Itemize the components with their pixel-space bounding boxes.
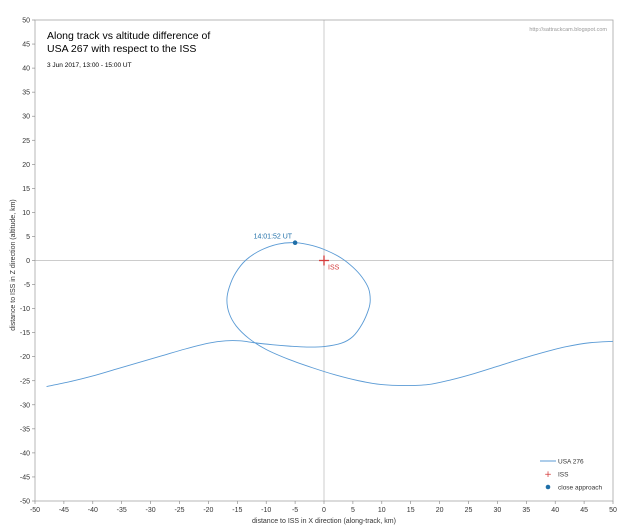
x-tick-label: -45 xyxy=(59,507,69,514)
x-tick-label: 0 xyxy=(322,507,326,514)
x-tick-label: 35 xyxy=(522,507,530,514)
iss-label: ISS xyxy=(328,265,340,272)
y-tick-label: -50 xyxy=(20,499,30,506)
y-tick-label: -10 xyxy=(20,306,30,313)
y-tick-label: -5 xyxy=(24,282,30,289)
chart-title-line-1: Along track vs altitude difference of xyxy=(47,30,210,42)
chart-title-line-2: USA 267 with respect to the ISS xyxy=(47,43,196,55)
x-tick-label: 10 xyxy=(378,507,386,514)
track-line-usa-276 xyxy=(46,242,614,387)
legend-marker-iss: + xyxy=(544,470,552,480)
x-tick-label: -35 xyxy=(117,507,127,514)
x-tick-label: 25 xyxy=(465,507,473,514)
legend-label-approach: close approach xyxy=(558,485,602,492)
x-tick-label: 20 xyxy=(436,507,444,514)
x-tick-label: -25 xyxy=(174,507,184,514)
legend-label-track: USA 276 xyxy=(558,459,584,466)
x-tick-label: -40 xyxy=(88,507,98,514)
close-approach-point xyxy=(292,240,298,246)
y-tick-label: 35 xyxy=(22,90,30,97)
y-tick-label: 10 xyxy=(22,210,30,217)
x-tick-label: 50 xyxy=(609,507,617,514)
x-tick-label: 40 xyxy=(551,507,559,514)
y-tick-label: -30 xyxy=(20,402,30,409)
y-tick-label: 15 xyxy=(22,186,30,193)
y-tick-label: -40 xyxy=(20,450,30,457)
legend-marker-approach xyxy=(545,484,551,490)
y-tick-label: -15 xyxy=(20,330,30,337)
x-axis-label: distance to ISS in X direction (along-tr… xyxy=(252,518,396,525)
chart-subtitle: 3 Jun 2017, 13:00 - 15:00 UT xyxy=(47,62,132,69)
legend-label-iss: ISS xyxy=(558,472,569,479)
x-tick-label: -20 xyxy=(203,507,213,514)
y-tick-label: -35 xyxy=(20,426,30,433)
y-tick-label: 0 xyxy=(26,258,30,265)
legend: USA 276 + ISS close approach xyxy=(540,459,602,492)
chart-title: Along track vs altitude difference of US… xyxy=(47,30,210,55)
credit-text: http://sattrackcam.blogspot.com xyxy=(529,27,607,33)
y-tick-label: 40 xyxy=(22,66,30,73)
x-tick-label: -15 xyxy=(232,507,242,514)
y-tick-label: -25 xyxy=(20,378,30,385)
y-axis-label: distance to ISS in Z direction (altitude… xyxy=(10,199,17,331)
y-tick-label: -45 xyxy=(20,474,30,481)
x-tick-label: -5 xyxy=(292,507,298,514)
y-tick-label: 20 xyxy=(22,162,30,169)
chart-marks: ISS 14:01:52 UT xyxy=(35,20,614,501)
y-axis: 50454035302520151050-5-10-15-20-25-30-35… xyxy=(20,18,35,506)
close-approach-label: 14:01:52 UT xyxy=(254,234,293,241)
x-tick-label: 5 xyxy=(351,507,355,514)
x-tick-label: 30 xyxy=(494,507,502,514)
x-tick-label: -10 xyxy=(261,507,271,514)
y-tick-label: 30 xyxy=(22,114,30,121)
x-axis: -50 -45 -40 -35 -30 -25 -20 -15 -10 -5 0 5 10 15 20 25 3… xyxy=(30,501,617,514)
y-tick-label: 50 xyxy=(22,18,30,25)
y-tick-label: -20 xyxy=(20,354,30,361)
y-tick-label: 5 xyxy=(26,234,30,241)
x-tick-label: 45 xyxy=(580,507,588,514)
y-tick-label: 25 xyxy=(22,138,30,145)
x-tick-label: -30 xyxy=(146,507,156,514)
x-tick-label: 15 xyxy=(407,507,415,514)
y-tick-label: 45 xyxy=(22,42,30,49)
x-tick-label: -50 xyxy=(30,507,40,514)
